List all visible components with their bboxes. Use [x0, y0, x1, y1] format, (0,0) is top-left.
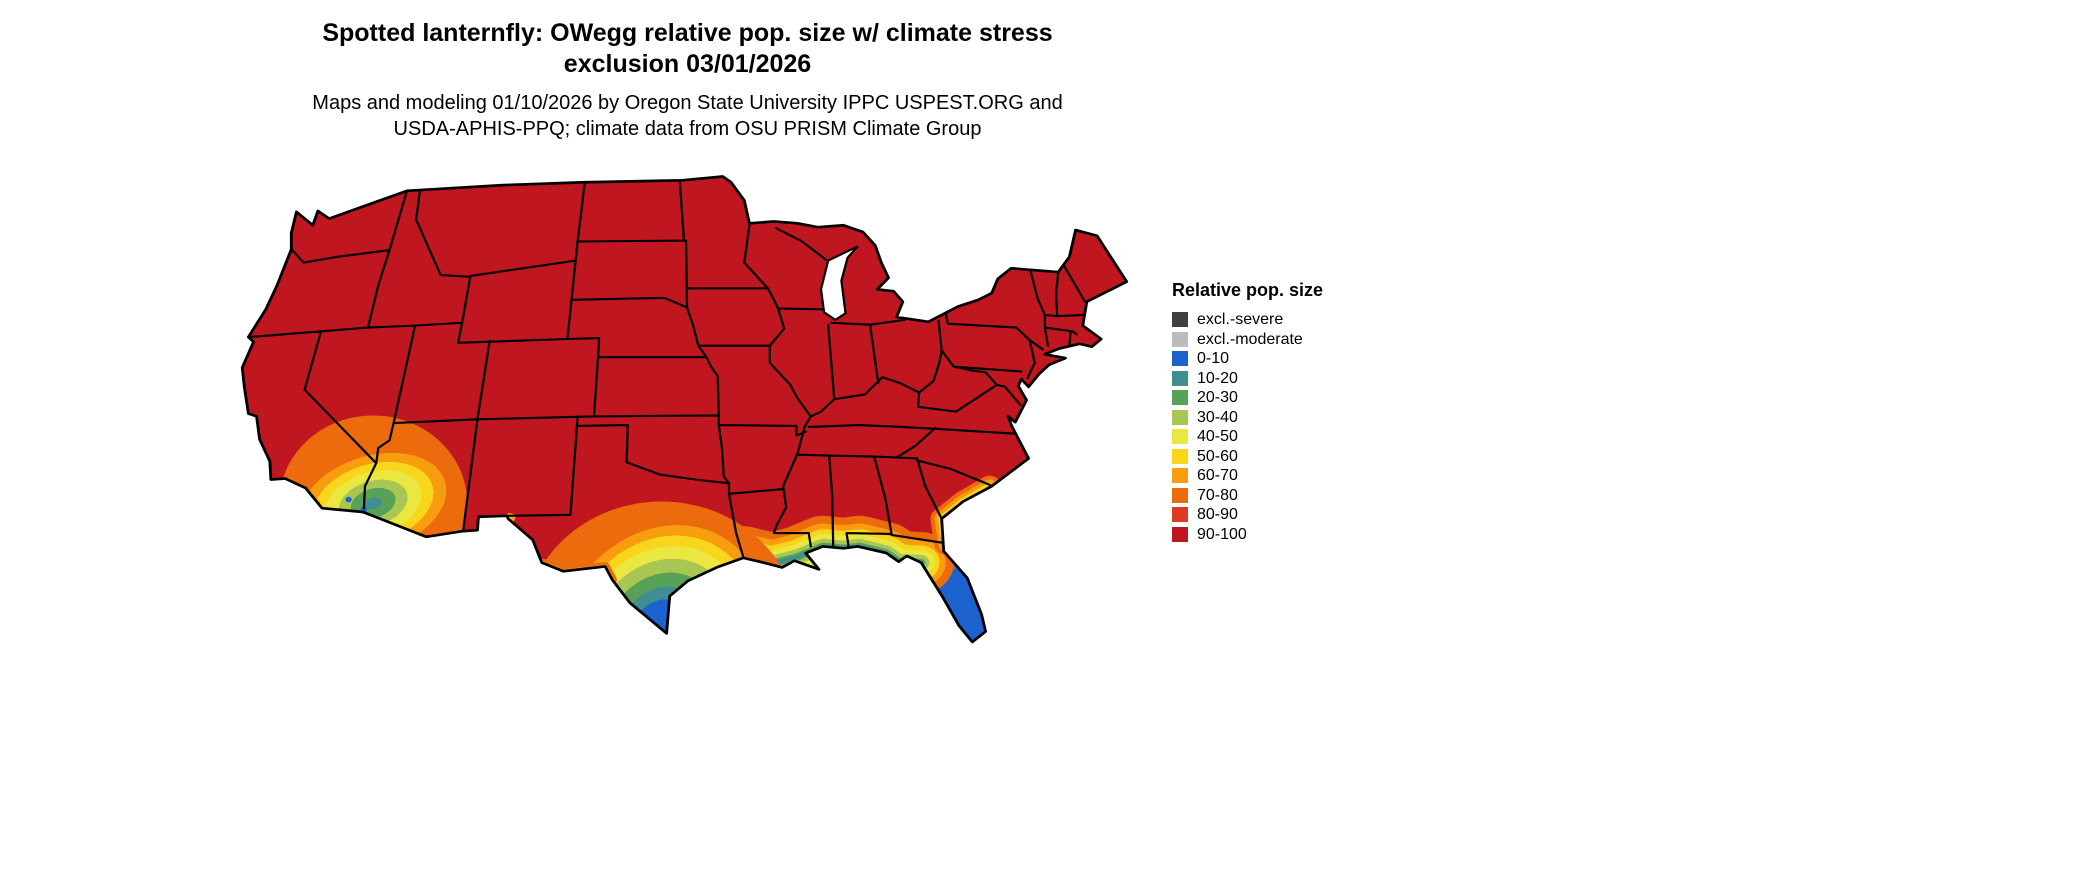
legend-item: 90-100 [1172, 525, 1323, 545]
legend-swatch [1172, 409, 1188, 425]
chart-title: Spotted lanternfly: OWegg relative pop. … [0, 18, 1375, 80]
legend-item: 50-60 [1172, 447, 1323, 467]
legend-item-label: 80-90 [1197, 506, 1238, 524]
legend-item: 40-50 [1172, 427, 1323, 447]
legend-item: 70-80 [1172, 486, 1323, 506]
legend-item: 30-40 [1172, 408, 1323, 428]
chart-subtitle: Maps and modeling 01/10/2026 by Oregon S… [0, 90, 1375, 142]
legend-swatch [1172, 468, 1188, 484]
legend-item-label: excl.-severe [1197, 311, 1284, 329]
conus-map [240, 175, 1129, 644]
legend-swatch [1172, 390, 1188, 406]
gradient-southwest [279, 415, 468, 592]
legend-swatch [1172, 351, 1188, 367]
legend-swatch [1172, 448, 1188, 464]
map-container [230, 166, 1140, 663]
legend-item-label: 40-50 [1197, 428, 1238, 446]
legend-item: 80-90 [1172, 505, 1323, 525]
legend-title: Relative pop. size [1172, 280, 1324, 300]
state-borders [247, 181, 1086, 558]
us-outline [240, 175, 1129, 644]
legend-swatch [1172, 526, 1188, 542]
legend-item: excl.-moderate [1172, 330, 1323, 350]
lake-michigan [819, 245, 859, 322]
legend: Relative pop. size excl.-severe excl.-mod… [1172, 280, 1323, 544]
chart-title-line1: Spotted lanternfly: OWegg relative pop. … [322, 19, 1053, 47]
legend-swatch [1172, 429, 1188, 445]
legend-item-label: 20-30 [1197, 389, 1238, 407]
chart-subtitle-line2: USDA-APHIS-PPQ; climate data from OSU PR… [393, 118, 982, 140]
legend-item-label: 10-20 [1197, 369, 1238, 387]
legend-item-label: 60-70 [1197, 467, 1238, 485]
legend-item-label: excl.-moderate [1197, 330, 1303, 348]
salton-spot [345, 496, 352, 503]
legend-swatch [1172, 331, 1188, 347]
legend-item-label: 0-10 [1197, 350, 1230, 368]
chart-subtitle-line1: Maps and modeling 01/10/2026 by Oregon S… [312, 92, 1063, 114]
legend-item: 60-70 [1172, 466, 1323, 486]
legend-item: 0-10 [1172, 349, 1323, 369]
legend-swatch [1172, 370, 1188, 386]
legend-item-label: 90-100 [1197, 525, 1247, 543]
legend-item-label: 70-80 [1197, 486, 1238, 504]
legend-swatch [1172, 487, 1188, 503]
legend-item: excl.-severe [1172, 310, 1323, 330]
legend-swatch [1172, 507, 1188, 523]
legend-swatch [1172, 312, 1188, 328]
legend-item: 10-20 [1172, 369, 1323, 389]
legend-item: 20-30 [1172, 388, 1323, 408]
legend-items: excl.-severe excl.-moderate 0-10 10-20 20-30… [1172, 310, 1323, 544]
legend-item-label: 30-40 [1197, 408, 1238, 426]
chart-title-line2: exclusion 03/01/2026 [563, 50, 812, 78]
legend-item-label: 50-60 [1197, 447, 1238, 465]
